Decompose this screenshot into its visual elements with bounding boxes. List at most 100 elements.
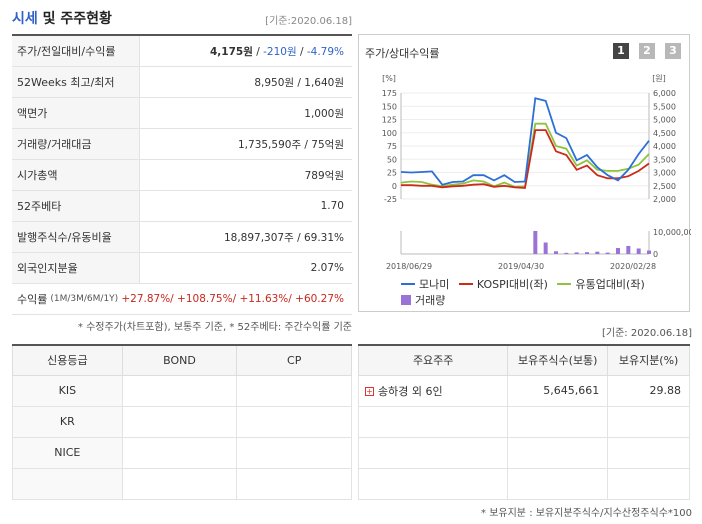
label-return: 수익률 (1M/3M/6M/1Y) [12, 284, 118, 314]
left-tick-label: 150 [382, 102, 397, 111]
left-tick-label: 100 [382, 129, 397, 138]
x-tick-label: 2018/06/29 [386, 262, 432, 271]
holder-pct [607, 405, 690, 438]
holder-shares [507, 405, 609, 438]
table-row [12, 467, 352, 500]
holder-pct [607, 436, 690, 469]
price-change: -210원 [263, 45, 297, 58]
table-row [357, 436, 690, 469]
table-row [357, 405, 690, 438]
section-title-main: 시세 [12, 11, 38, 27]
volume-bar [626, 245, 631, 254]
value-beta: 1.70 [320, 200, 344, 212]
chart-tab-2[interactable]: 2 [639, 43, 655, 59]
value-52w: 8,950원 / 1,640원 [254, 76, 344, 89]
right-tick-label: 2,000 [653, 195, 676, 204]
left-tick-label: -25 [384, 195, 397, 204]
price-change-pct: -4.79% [306, 45, 344, 58]
volume-bar [647, 250, 651, 254]
legend-label-volume: 거래량 [415, 294, 446, 307]
volume-bar [543, 242, 548, 254]
left-tick-label: 75 [387, 142, 397, 151]
left-tick-label: 175 [382, 89, 397, 98]
left-tick-label: 25 [387, 169, 397, 178]
summary-row-par: 액면가 1,000원 [12, 98, 352, 129]
credit-rating-table: 신용등급 BOND CP KIS KR NICE [12, 344, 352, 500]
volume-bar [595, 251, 600, 254]
chart-tab-1[interactable]: 1 [613, 43, 629, 59]
left-tick-label: 50 [387, 155, 397, 164]
label-52w: 52Weeks 최고/최저 [12, 67, 140, 97]
value-foreign: 2.07% [310, 262, 344, 274]
credit-cp [236, 374, 352, 407]
credit-agency: KR [12, 405, 123, 438]
chart-panel-title: 주가/상대수익률 [365, 47, 440, 60]
table-row: NICE [12, 436, 352, 469]
volume-bar [616, 248, 620, 254]
label-price: 주가/전일대비/수익률 [12, 36, 140, 66]
price-chart: [%] [원] 175 6,000 150 5,500 125 5,000 100 4,500 75… [382, 74, 691, 271]
legend-item-monami: 모나미 [401, 276, 449, 292]
holder-name [357, 467, 509, 500]
credit-bond [121, 405, 238, 438]
value-return: +27.87%/ +108.75%/ +11.63%/ +60.27% [121, 293, 344, 305]
label-foreign: 외국인지분율 [12, 253, 140, 283]
label-shares: 발행주식수/유동비율 [12, 222, 140, 252]
summary-row-foreign: 외국인지분율 2.07% [12, 253, 352, 284]
left-tick-label: 125 [382, 116, 397, 125]
expand-plus-icon[interactable]: + [365, 387, 374, 396]
value-volume: 1,735,590주 / 75억원 [238, 138, 344, 151]
summary-row-shares: 발행주식수/유동비율 18,897,307주 / 69.31% [12, 222, 352, 253]
col-holder: 주요주주 [357, 344, 509, 376]
left-tick-label: 0 [392, 182, 397, 191]
chart-panel: 주가/상대수익률 1 2 3 [%] [원] 175 6,000 150 5,500 125… [358, 34, 691, 312]
table-row: KR [12, 405, 352, 438]
value-par: 1,000원 [304, 107, 344, 120]
label-volume: 거래량/거래대금 [12, 129, 140, 159]
credit-cp [236, 436, 352, 469]
right-tick-label: 4,000 [653, 142, 676, 151]
value-price: 4,175원 / -210원 / -4.79% [210, 45, 344, 58]
summary-row-beta: 52주베타 1.70 [12, 191, 352, 222]
label-par: 액면가 [12, 98, 140, 128]
table-row: + 송하경 외 6인 5,645,661 29.88 [357, 374, 690, 407]
credit-header-row: 신용등급 BOND CP [12, 344, 352, 376]
right-axis-unit: [원] [652, 74, 666, 83]
summary-row-price: 주가/전일대비/수익률 4,175원 / -210원 / -4.79% [12, 36, 352, 67]
major-shareholders-table: 주요주주 보유주식수(보통) 보유지분(%) + 송하경 외 6인 5,645,6… [357, 344, 690, 500]
volume-bar [636, 248, 641, 254]
legend-item-retail: 유통업대비(좌) [557, 276, 645, 292]
right-tick-label: 3,500 [653, 155, 676, 164]
credit-agency: KIS [12, 374, 123, 407]
holders-header-row: 주요주주 보유주식수(보통) 보유지분(%) [357, 344, 690, 376]
x-tick-label: 2019/04/30 [498, 262, 544, 271]
label-mcap: 시가총액 [12, 160, 140, 190]
legend-label-monami: 모나미 [419, 278, 450, 291]
value-shares: 18,897,307주 / 69.31% [223, 231, 344, 244]
credit-bond [121, 467, 238, 500]
holder-name [357, 405, 509, 438]
legend-item-kospi: KOSPI대비(좌) [458, 276, 548, 292]
summary-table: 주가/전일대비/수익률 4,175원 / -210원 / -4.79% 52We… [12, 34, 352, 315]
credit-bond [121, 436, 238, 469]
chart-tab-3[interactable]: 3 [665, 43, 681, 59]
right-tick-label: 5,000 [653, 116, 676, 125]
volume-bar [574, 252, 579, 254]
left-axis-unit: [%] [382, 74, 396, 83]
volume-bar [564, 252, 569, 254]
col-bond: BOND [121, 344, 238, 376]
right-tick-label: 2,500 [653, 182, 676, 191]
summary-row-mcap: 시가총액 789억원 [12, 160, 352, 191]
series-line-1 [400, 97, 650, 186]
table-row [357, 467, 690, 500]
col-cp: CP [236, 344, 352, 376]
holder-name [357, 436, 509, 469]
volume-bar [585, 252, 589, 254]
chart-legend: 모나미 KOSPI대비(좌) 유통업대비(좌) 거래량 [401, 275, 651, 308]
holder-name[interactable]: 송하경 외 6인 [378, 384, 443, 398]
footnote-holding: * 보유지분 : 보유지분주식수/지수산정주식수*100 [481, 508, 692, 519]
return-label-text: 수익률 [17, 293, 48, 306]
credit-agency [12, 467, 123, 500]
col-shares: 보유주식수(보통) [507, 344, 609, 376]
holder-name-cell: + 송하경 외 6인 [357, 374, 509, 407]
